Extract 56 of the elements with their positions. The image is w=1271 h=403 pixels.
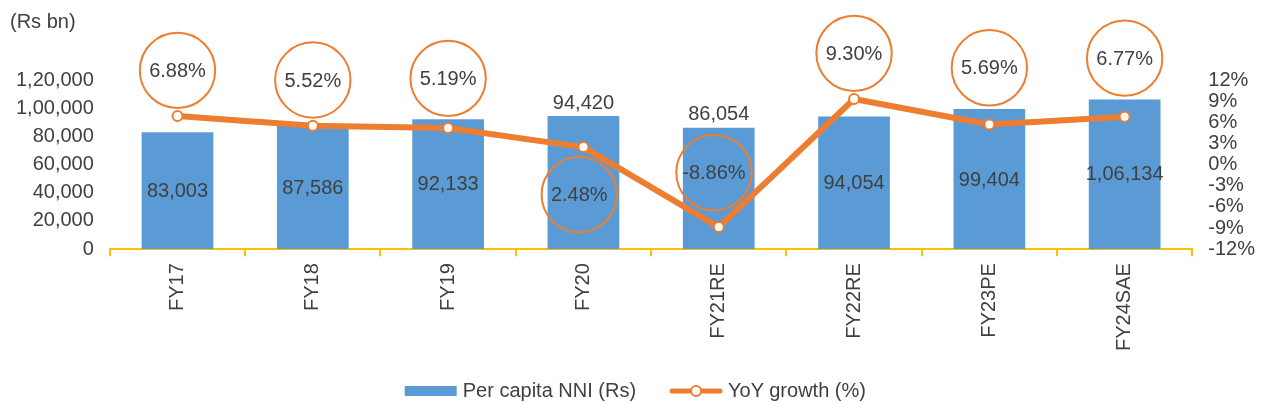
x-tick-label: FY23PE bbox=[976, 263, 999, 338]
data-label: 5.69% bbox=[960, 56, 1018, 79]
x-tick-label: FY21RE bbox=[706, 263, 729, 339]
y2-tick-label: -9% bbox=[1208, 215, 1245, 238]
bar bbox=[276, 125, 349, 250]
data-label: -8.86% bbox=[682, 161, 746, 184]
data-label: 94,054 bbox=[823, 171, 885, 194]
y2-tick-label: -12% bbox=[1208, 236, 1256, 259]
point bbox=[1118, 110, 1131, 123]
data-label: 99,404 bbox=[958, 167, 1020, 190]
bar bbox=[818, 116, 890, 250]
data-label: 9.30% bbox=[825, 41, 883, 64]
data-label: 87,586 bbox=[282, 176, 344, 199]
y2-tick-label: 9% bbox=[1208, 88, 1238, 111]
data-label: 83,003 bbox=[146, 178, 209, 201]
x-tick-label: FY17 bbox=[165, 263, 188, 311]
point bbox=[983, 118, 996, 131]
data-label: 6.88% bbox=[149, 58, 207, 81]
y-tick-label: 1,00,000 bbox=[15, 95, 94, 118]
y-tick-label: 0 bbox=[82, 236, 94, 259]
y-tick-label: 60,000 bbox=[32, 152, 94, 175]
y2-tick-label: 3% bbox=[1208, 130, 1238, 153]
point bbox=[306, 119, 319, 132]
data-label: 92,133 bbox=[417, 171, 479, 194]
x-tick-label: FY19 bbox=[435, 263, 458, 311]
y2-tick-label: -6% bbox=[1208, 194, 1245, 217]
x-tick-label: FY20 bbox=[570, 263, 593, 311]
data-label: 5.19% bbox=[419, 66, 477, 89]
data-label: 86,054 bbox=[688, 102, 750, 125]
data-label: 2.48% bbox=[550, 183, 608, 206]
x-tick-label: FY18 bbox=[300, 263, 323, 311]
point bbox=[848, 93, 861, 106]
data-label: 6.77% bbox=[1096, 46, 1154, 69]
point bbox=[442, 122, 455, 134]
point bbox=[712, 221, 725, 234]
legend-label: Per capita NNI (Rs) bbox=[462, 378, 637, 401]
bar bbox=[953, 109, 1026, 250]
y2-tick-label: 0% bbox=[1208, 152, 1238, 175]
bar bbox=[141, 132, 214, 250]
y2-tick-label: -3% bbox=[1208, 173, 1245, 196]
bar bbox=[1088, 99, 1161, 250]
y2-tick-label: 12% bbox=[1208, 67, 1249, 90]
y-tick-label: 40,000 bbox=[32, 180, 94, 203]
data-label: 5.52% bbox=[284, 68, 342, 91]
y-tick-label: 1,20,000 bbox=[15, 67, 94, 90]
x-tick-label: FY22RE bbox=[841, 263, 864, 339]
point bbox=[577, 141, 590, 154]
point bbox=[171, 110, 184, 123]
data-label: 94,420 bbox=[552, 90, 615, 113]
y-tick-label: 80,000 bbox=[32, 123, 94, 146]
x-tick-label: FY24SAE bbox=[1112, 263, 1135, 352]
y-axis-title: (Rs bn) bbox=[10, 9, 76, 32]
legend-label: YoY growth (%) bbox=[728, 378, 866, 401]
bar bbox=[412, 119, 484, 250]
y-tick-label: 20,000 bbox=[32, 208, 94, 231]
y2-tick-label: 6% bbox=[1208, 109, 1238, 132]
